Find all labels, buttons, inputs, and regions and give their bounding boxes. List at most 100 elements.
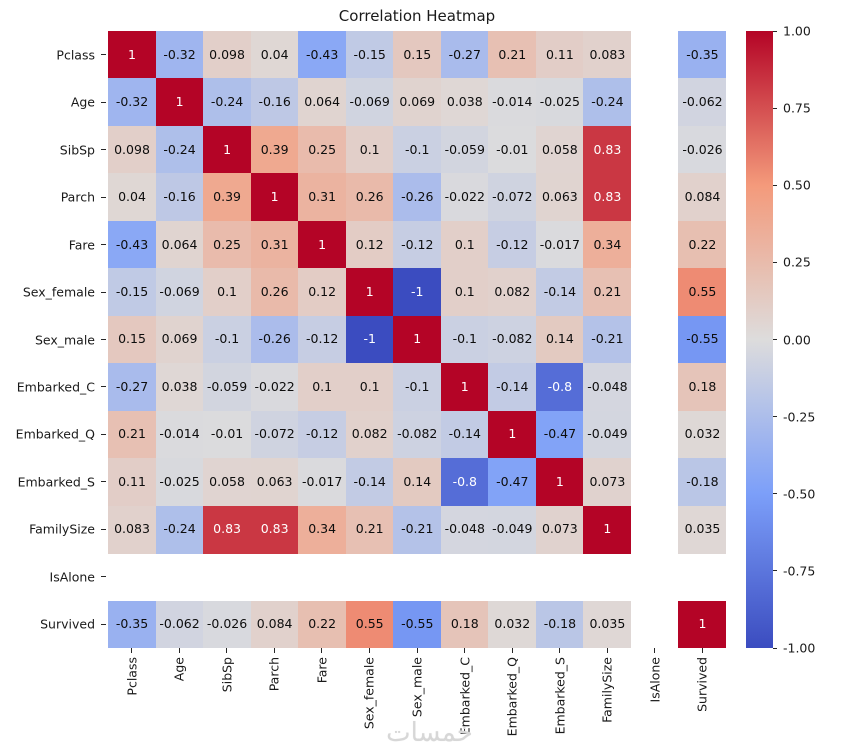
heatmap-cell — [678, 553, 726, 601]
heatmap-cell: -0.21 — [583, 315, 632, 364]
heatmap-cell: -0.16 — [250, 78, 299, 127]
heatmap-cell: 0.26 — [250, 268, 299, 317]
heatmap-cell: 1 — [298, 220, 347, 269]
chart-title: Correlation Heatmap — [338, 7, 496, 25]
heatmap-cell: -0.24 — [583, 78, 632, 127]
colorbar — [746, 31, 773, 648]
colorbar-tick-label: -1.00 — [783, 640, 816, 656]
x-tick-label: Sex_female — [361, 657, 377, 730]
x-tick-label: Embarked_S — [552, 657, 568, 735]
heatmap-cell: -0.025 — [155, 458, 204, 507]
colorbar-tick-label: 0.75 — [783, 100, 811, 116]
heatmap-cell: 0.18 — [678, 363, 726, 412]
x-tick-mark — [368, 648, 370, 653]
heatmap-cell: 0.064 — [298, 78, 347, 127]
heatmap-cell: -0.049 — [583, 410, 632, 459]
heatmap-cell: -0.01 — [203, 410, 252, 459]
heatmap-cell: 0.058 — [535, 125, 584, 174]
heatmap-cell: 1 — [203, 125, 252, 174]
y-tick-label: Parch — [60, 189, 95, 205]
heatmap-cell: -0.55 — [678, 315, 726, 364]
heatmap-cell — [631, 553, 679, 601]
heatmap-cell: 0.12 — [298, 268, 347, 317]
heatmap-cell — [631, 78, 679, 126]
heatmap-cell: -0.062 — [155, 600, 204, 648]
heatmap-cell: 0.39 — [250, 125, 299, 174]
heatmap-cell: -0.022 — [250, 363, 299, 412]
heatmap-cell: -0.1 — [203, 315, 252, 364]
y-tick-mark — [101, 244, 106, 246]
heatmap-cell: 0.069 — [393, 78, 442, 127]
x-tick-label: FamilySize — [599, 657, 615, 723]
heatmap-cell: 0.063 — [250, 458, 299, 507]
heatmap-cell: 1 — [440, 363, 489, 412]
colorbar-tick-label: 0.25 — [783, 254, 811, 270]
heatmap-cell: -1 — [345, 315, 394, 364]
heatmap-cell: 0.14 — [393, 458, 442, 507]
y-tick-mark — [101, 386, 106, 388]
heatmap-cell: 0.032 — [488, 600, 537, 648]
y-tick-mark — [101, 291, 106, 293]
heatmap-cell: 0.1 — [203, 268, 252, 317]
heatmap-cell: 1 — [583, 505, 632, 554]
heatmap-cell: -0.072 — [488, 173, 537, 222]
heatmap-cell: 0.035 — [678, 505, 726, 554]
x-tick-mark — [511, 648, 513, 653]
y-tick-mark — [101, 196, 106, 198]
heatmap-cell: -0.35 — [678, 31, 726, 79]
x-tick-mark — [273, 648, 275, 653]
heatmap-grid: 1 -0.32 0.098 0.04 -0.43 -0.15 0.15 -0.27 0.21 0.… — [108, 31, 726, 648]
heatmap-cell — [631, 316, 679, 364]
x-tick-label: Survived — [694, 657, 710, 712]
heatmap-cell — [631, 268, 679, 316]
colorbar-tick-label: -0.25 — [783, 409, 816, 425]
y-tick-mark — [101, 101, 106, 103]
heatmap-cell — [631, 363, 679, 411]
heatmap-cell: 0.038 — [155, 363, 204, 412]
y-tick-label: Survived — [40, 616, 95, 632]
heatmap-cell — [631, 506, 679, 554]
colorbar-tick-label: 1.00 — [783, 23, 811, 39]
heatmap-cell: 1 — [678, 600, 726, 648]
heatmap-cell: 0.1 — [440, 220, 489, 269]
heatmap-cell: 0.21 — [345, 505, 394, 554]
heatmap-cell: -0.55 — [393, 600, 442, 648]
heatmap-cell: -0.12 — [298, 315, 347, 364]
y-tick-label: Pclass — [56, 47, 95, 63]
heatmap-cell: 1 — [488, 410, 537, 459]
y-axis-labels: Pclass Age SibSp Parch Fare Sex_female Sex_mal… — [0, 31, 108, 648]
x-tick-label: Pclass — [124, 657, 140, 696]
heatmap-cell: -0.048 — [440, 505, 489, 554]
heatmap-cell — [583, 553, 631, 601]
heatmap-cell: 0.18 — [440, 600, 489, 648]
heatmap-cell: 0.31 — [298, 173, 347, 222]
y-tick-mark — [101, 481, 106, 483]
heatmap-cell: 0.069 — [155, 315, 204, 364]
x-tick-mark — [654, 648, 656, 653]
x-tick-mark — [606, 648, 608, 653]
heatmap-cell: -0.01 — [488, 125, 537, 174]
heatmap-cell: 0.83 — [583, 125, 632, 174]
x-tick-mark — [131, 648, 133, 653]
y-tick-label: SibSp — [59, 142, 95, 158]
y-tick-mark — [101, 339, 106, 340]
heatmap-cell: -0.14 — [488, 363, 537, 412]
heatmap-cell: -0.18 — [535, 600, 584, 648]
heatmap-cell — [203, 553, 251, 601]
heatmap-cell: 0.22 — [678, 220, 726, 269]
x-tick-label: Age — [171, 657, 187, 682]
x-tick-label: Fare — [314, 657, 330, 684]
heatmap-cell: 0.21 — [488, 31, 537, 79]
y-tick-label: Fare — [68, 237, 95, 253]
heatmap-cell: 0.21 — [108, 410, 157, 459]
heatmap-cell: -0.32 — [155, 31, 204, 79]
heatmap-cell — [488, 553, 536, 601]
heatmap-cell: -0.059 — [203, 363, 252, 412]
heatmap-cell: -0.062 — [678, 78, 726, 127]
heatmap-cell: -0.32 — [108, 78, 157, 127]
heatmap-cell: -0.026 — [678, 125, 726, 174]
heatmap-cell: -0.18 — [678, 458, 726, 507]
colorbar-tick-mark — [773, 570, 777, 572]
heatmap-cell — [251, 553, 299, 601]
heatmap-cell: -0.1 — [393, 363, 442, 412]
